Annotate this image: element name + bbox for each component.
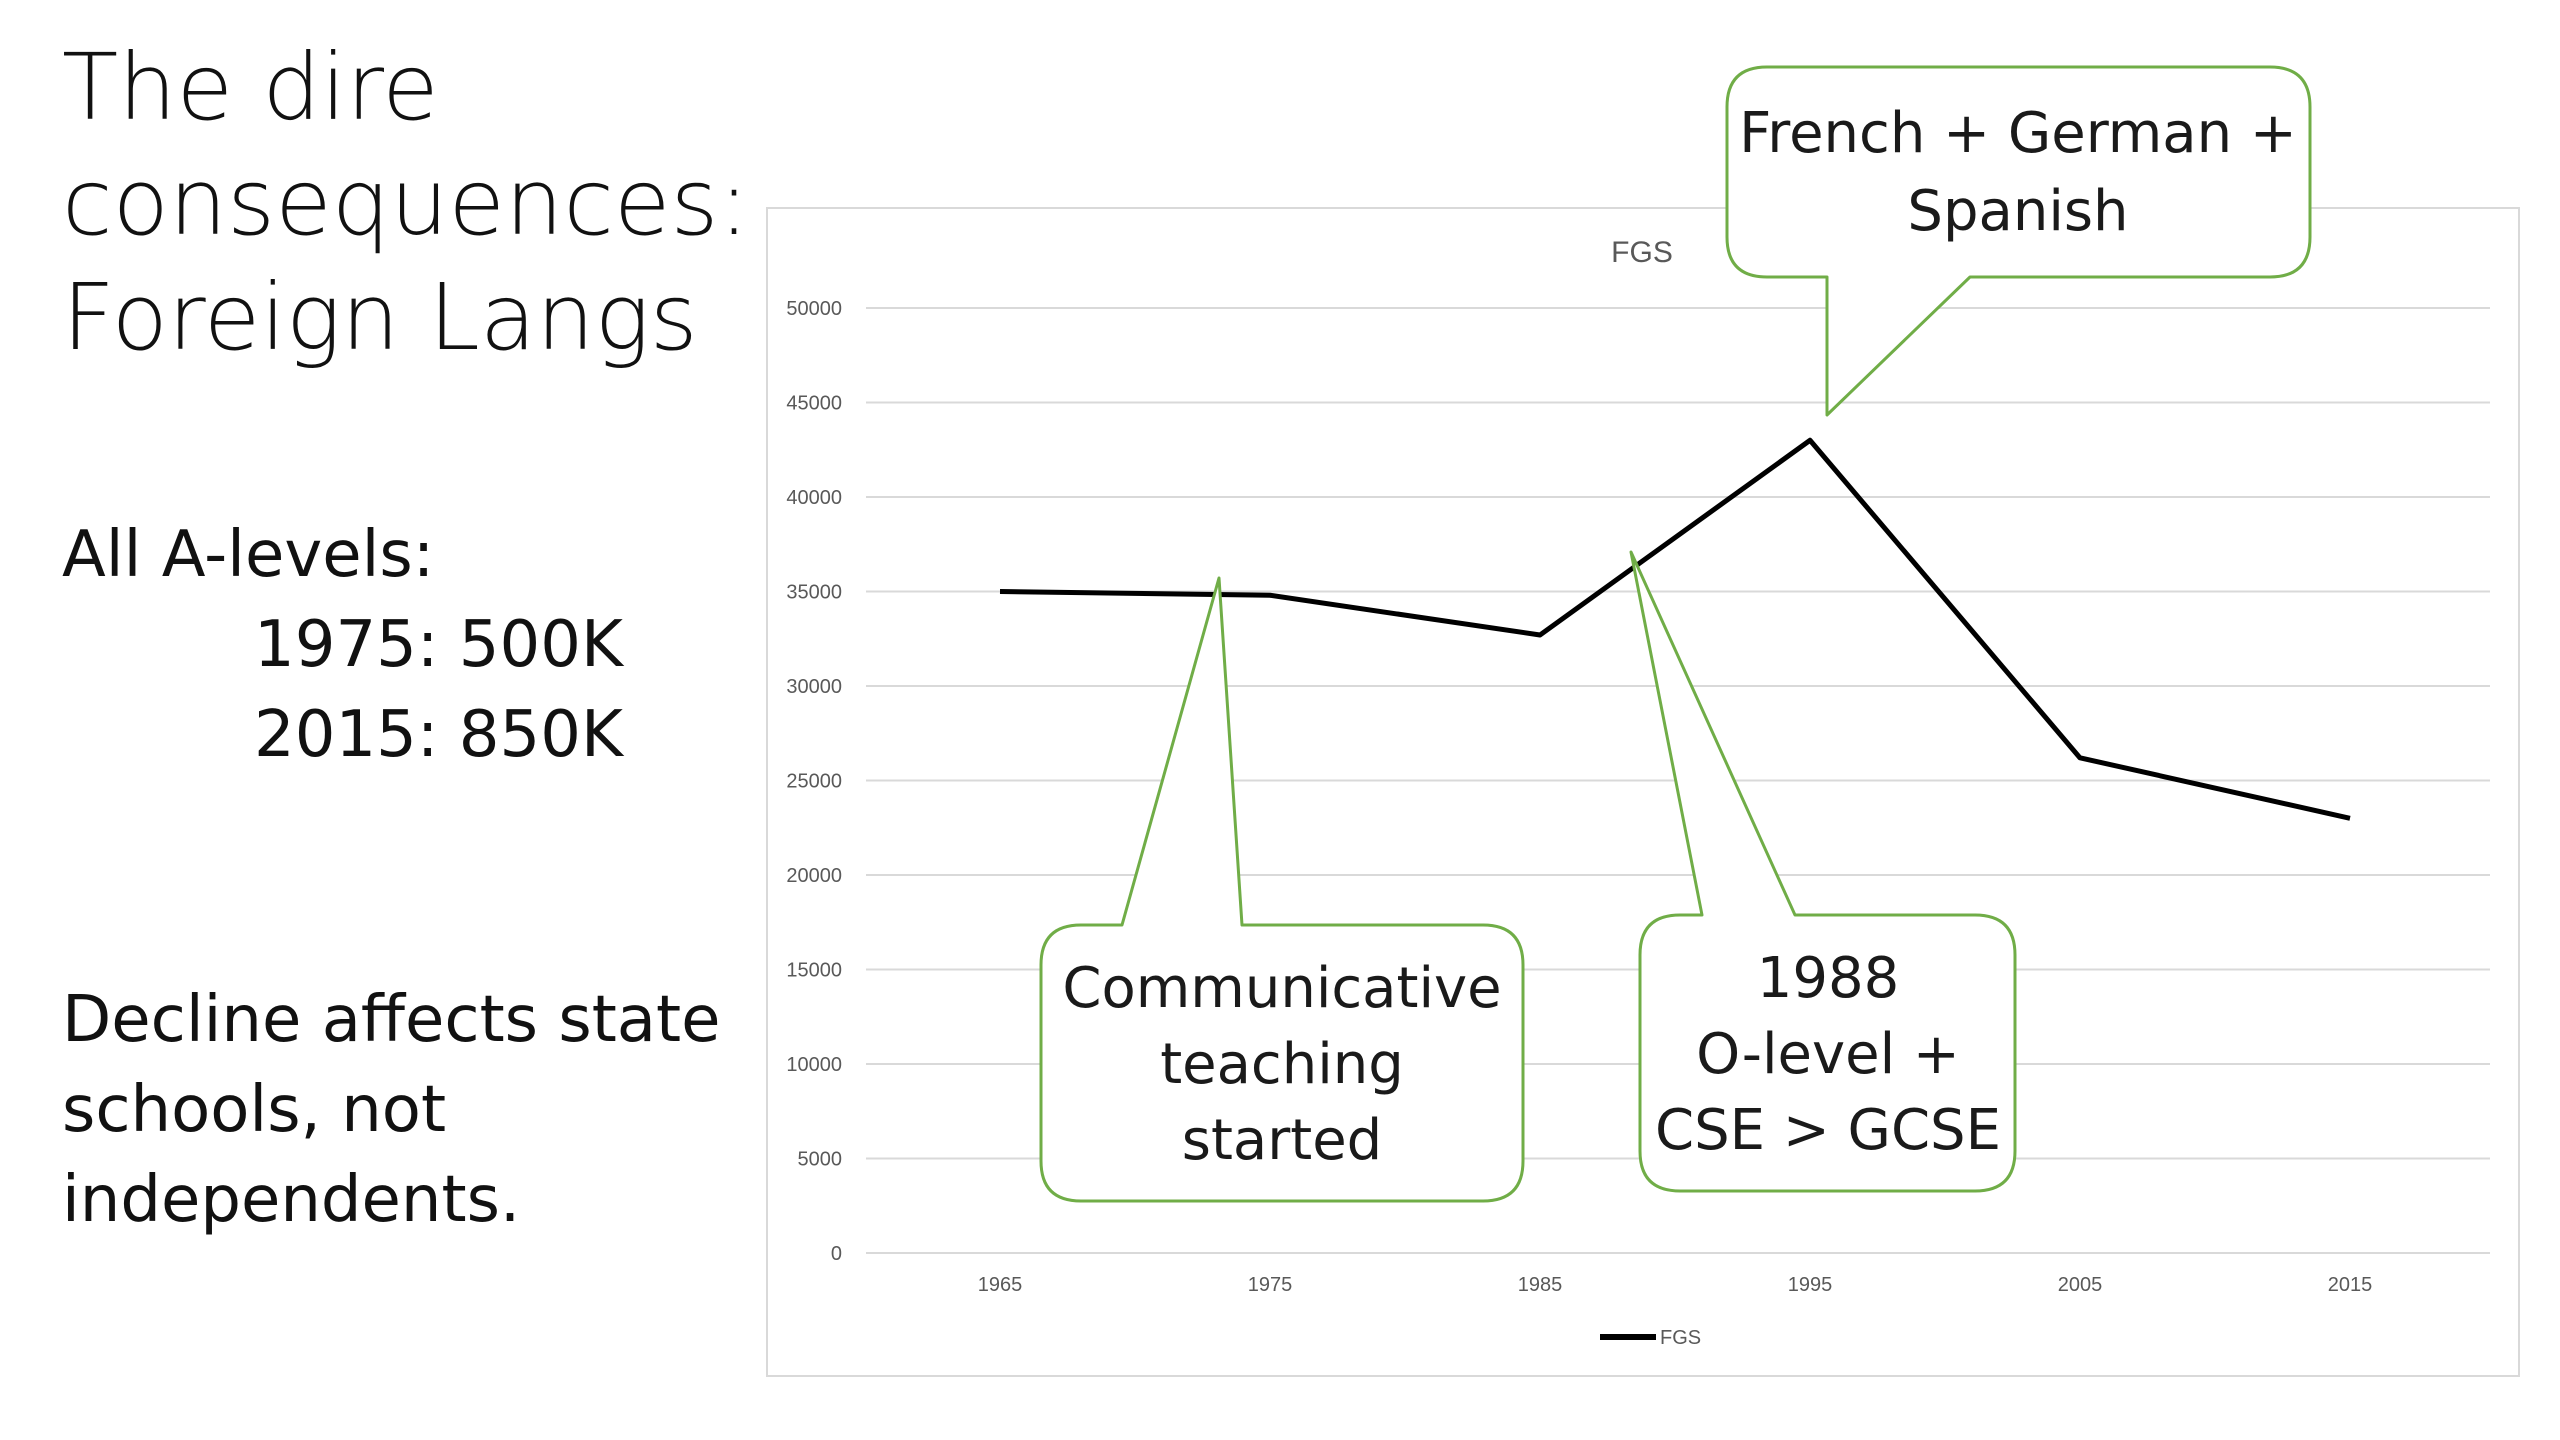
x-tick-label: 1995 — [1788, 1274, 1833, 1296]
series-layer — [999, 437, 2351, 821]
callout-gcse-1988: 1988 O-level + CSE > GCSE — [1629, 550, 2017, 1193]
series-line — [999, 437, 2351, 821]
callout-text-line: Spanish — [1907, 179, 2128, 244]
y-tick-label: 50000 — [786, 298, 842, 320]
decline-line: Decline affects state — [62, 983, 721, 1057]
callout-text-line: teaching — [1160, 1032, 1404, 1097]
callout-text-line: CSE > GCSE — [1655, 1098, 2001, 1163]
y-tick-label: 45000 — [786, 393, 842, 415]
callout-shape — [1039, 576, 1525, 1203]
chart-title: FGS — [1611, 236, 1673, 269]
title-line: Foreign Langs — [62, 264, 698, 371]
x-tick-label: 2015 — [2328, 1274, 2373, 1296]
callout-text-line: 1988 — [1757, 946, 1900, 1011]
decline-line: schools, not — [62, 1073, 447, 1147]
y-tick-label: 15000 — [786, 960, 842, 982]
x-tick-label: 1985 — [1518, 1274, 1563, 1296]
y-tick-label: 35000 — [786, 582, 842, 604]
y-tick-label: 5000 — [798, 1149, 843, 1171]
legend: FGS — [1600, 1327, 1701, 1349]
y-tick-label: 25000 — [786, 771, 842, 793]
y-axis-ticks: 0 5000 10000 15000 20000 25000 30000 35000 40000… — [786, 298, 842, 1265]
slide-title: The dire consequences: Foreign Langs — [62, 30, 762, 375]
alevels-heading: All A-levels: — [62, 518, 435, 592]
callout-text-line: O-level + — [1696, 1022, 1960, 1087]
title-line: consequences: — [62, 149, 750, 256]
callouts: French + German + Spanish Communicative tea… — [1039, 65, 2312, 1203]
legend-label: FGS — [1660, 1327, 1701, 1349]
callout-text-line: Communicative — [1062, 956, 1501, 1021]
callout-french-german-spanish: French + German + Spanish — [1725, 65, 2312, 417]
alevels-1975: 1975: 500K — [254, 608, 623, 682]
x-tick-label: 1965 — [978, 1274, 1023, 1296]
callout-text-line: started — [1182, 1108, 1382, 1173]
x-tick-label: 2005 — [2058, 1274, 2103, 1296]
x-axis-ticks: 1965 1975 1985 1995 2005 2015 — [978, 1274, 2373, 1296]
decline-text: Decline affects state schools, not indep… — [62, 975, 742, 1245]
decline-line: independents. — [62, 1163, 521, 1237]
callout-shape — [1725, 65, 2312, 417]
callout-communicative-teaching: Communicative teaching started — [1039, 576, 1525, 1203]
alevels-2015: 2015: 850K — [254, 698, 623, 772]
callout-shape — [1629, 550, 2017, 1193]
title-line: The dire — [62, 34, 439, 141]
y-tick-label: 20000 — [786, 865, 842, 887]
y-tick-label: 30000 — [786, 676, 842, 698]
y-tick-label: 10000 — [786, 1054, 842, 1076]
alevels-block: All A-levels: 1975: 500K 2015: 850K — [62, 510, 623, 780]
y-tick-label: 0 — [831, 1243, 842, 1265]
y-tick-label: 40000 — [786, 487, 842, 509]
callout-text-line: French + German + — [1739, 101, 2297, 166]
x-tick-label: 1975 — [1248, 1274, 1293, 1296]
